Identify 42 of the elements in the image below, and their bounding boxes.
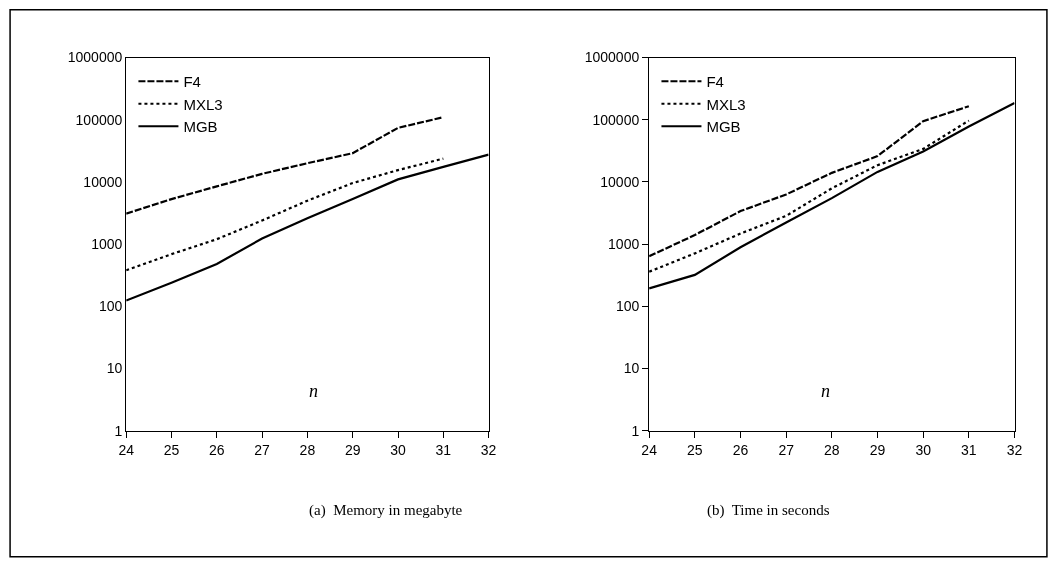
x-tick-label: 32 <box>1006 441 1023 458</box>
x-tick-label: 27 <box>778 441 795 458</box>
y-tick-label: 1000 <box>91 236 123 253</box>
text: (a) Memory in megabyte <box>309 502 463 519</box>
y-tick-label: 100000 <box>592 111 640 128</box>
x-tick-label: 32 <box>480 441 497 458</box>
text: (b) Time in seconds <box>707 502 830 519</box>
y-tick-label: 10 <box>623 360 640 377</box>
legend-label: F4 <box>706 73 724 91</box>
x-tick-label: 29 <box>869 441 886 458</box>
y-tick-label: 100 <box>615 298 640 315</box>
x-tick-label: 25 <box>163 441 180 458</box>
x-tick-label: 28 <box>824 441 840 458</box>
x-tick-label: 28 <box>299 441 316 458</box>
y-tick-label: 100 <box>98 298 123 315</box>
x-tick-label: 30 <box>915 441 932 458</box>
y-tick-label: 10000 <box>600 173 640 190</box>
x-tick-label: 31 <box>435 441 452 458</box>
legend-label: MXL3 <box>183 95 223 113</box>
y-tick-label: 10 <box>106 360 123 377</box>
legend-label: MXL3 <box>706 95 746 113</box>
x-tick-label: 24 <box>118 441 135 458</box>
x-axis-title: n <box>821 381 830 401</box>
y-tick-label: 1000000 <box>584 49 640 66</box>
y-tick-label: 1000 <box>608 236 640 253</box>
y-tick-label: 10000 <box>83 173 123 190</box>
y-tick-label: 1 <box>631 422 640 439</box>
x-tick-label: 25 <box>687 441 703 458</box>
y-tick-label: 1 <box>114 422 123 439</box>
legend-label: MGB <box>183 118 218 136</box>
y-tick-label: 100000 <box>75 111 123 128</box>
x-tick-label: 24 <box>641 441 658 458</box>
x-tick-label: 26 <box>209 441 225 458</box>
x-tick-label: 31 <box>961 441 977 458</box>
y-tick-label: 1000000 <box>67 49 123 66</box>
x-tick-label: 26 <box>732 441 749 458</box>
x-tick-label: 29 <box>344 441 361 458</box>
x-tick-label: 27 <box>254 441 271 458</box>
x-axis-title: n <box>309 381 318 401</box>
legend-label: MGB <box>706 118 741 136</box>
legend-label: F4 <box>183 73 201 91</box>
x-tick-label: 30 <box>390 441 406 458</box>
